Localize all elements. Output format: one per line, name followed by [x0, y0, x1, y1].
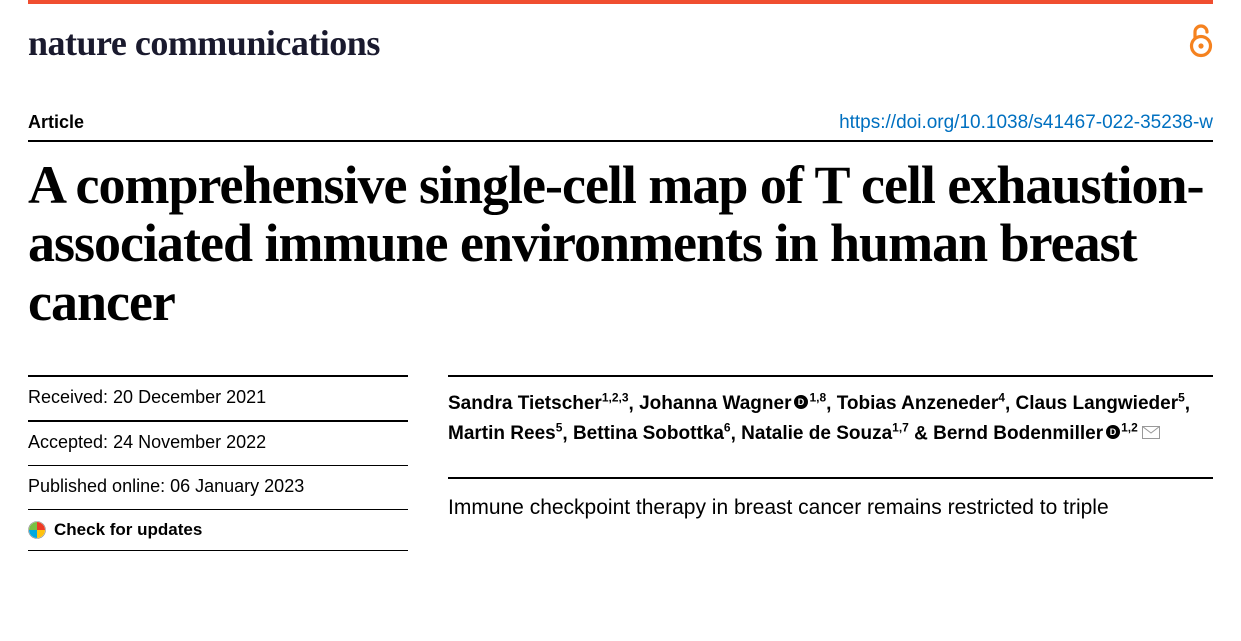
corresponding-author-mail-icon[interactable]: [1142, 420, 1160, 449]
author-affiliations: 1,8: [809, 391, 826, 405]
author: Sandra Tietscher1,2,3: [448, 393, 629, 414]
published-value: 06 January 2023: [170, 476, 304, 496]
author-affiliations: 1,2: [1121, 421, 1138, 435]
top-rule: [28, 0, 1213, 4]
author: Tobias Anzeneder4: [837, 393, 1005, 414]
author: Martin Rees5: [448, 423, 562, 444]
article-type-label: Article: [28, 112, 84, 133]
orcid-icon[interactable]: D: [1106, 420, 1120, 449]
article-title: A comprehensive single-cell map of T cel…: [28, 156, 1213, 331]
author-affiliations: 1,2,3: [602, 391, 629, 405]
right-column: Sandra Tietscher1,2,3, Johanna WagnerD1,…: [448, 375, 1213, 551]
check-for-updates-button[interactable]: Check for updates: [28, 509, 408, 551]
published-date-block: Published online: 06 January 2023: [28, 465, 408, 509]
author: Natalie de Souza1,7: [741, 423, 909, 444]
accepted-date-block: Accepted: 24 November 2022: [28, 420, 408, 465]
content-columns: Received: 20 December 2021 Accepted: 24 …: [28, 375, 1213, 551]
author-affiliations: 5: [556, 421, 563, 435]
article-meta-row: Article https://doi.org/10.1038/s41467-0…: [28, 112, 1213, 142]
author: Johanna WagnerD1,8: [639, 393, 826, 414]
check-updates-label: Check for updates: [54, 520, 202, 540]
author-affiliations: 6: [724, 421, 731, 435]
author: Claus Langwieder5: [1016, 393, 1185, 414]
svg-text:D: D: [1110, 427, 1117, 437]
author-affiliations: 4: [998, 391, 1005, 405]
open-access-icon: [1189, 24, 1213, 63]
accepted-value: 24 November 2022: [113, 432, 266, 452]
author-affiliations: 5: [1178, 391, 1185, 405]
abstract-text: Immune checkpoint therapy in breast canc…: [448, 477, 1213, 523]
accepted-label: Accepted:: [28, 432, 113, 452]
journal-name: nature communications: [28, 22, 380, 64]
doi-link[interactable]: https://doi.org/10.1038/s41467-022-35238…: [839, 112, 1213, 134]
received-label: Received:: [28, 387, 113, 407]
left-column: Received: 20 December 2021 Accepted: 24 …: [28, 375, 408, 551]
published-label: Published online:: [28, 476, 170, 496]
author: Bernd BodenmillerD1,2: [933, 423, 1160, 444]
journal-header: nature communications: [28, 22, 1213, 64]
author-affiliations: 1,7: [892, 421, 909, 435]
svg-text:D: D: [798, 397, 805, 407]
crossmark-icon: [28, 521, 46, 539]
author-list: Sandra Tietscher1,2,3, Johanna WagnerD1,…: [448, 375, 1213, 449]
received-date-block: Received: 20 December 2021: [28, 375, 408, 420]
author: Bettina Sobottka6: [573, 423, 731, 444]
orcid-icon[interactable]: D: [794, 390, 808, 419]
received-value: 20 December 2021: [113, 387, 266, 407]
